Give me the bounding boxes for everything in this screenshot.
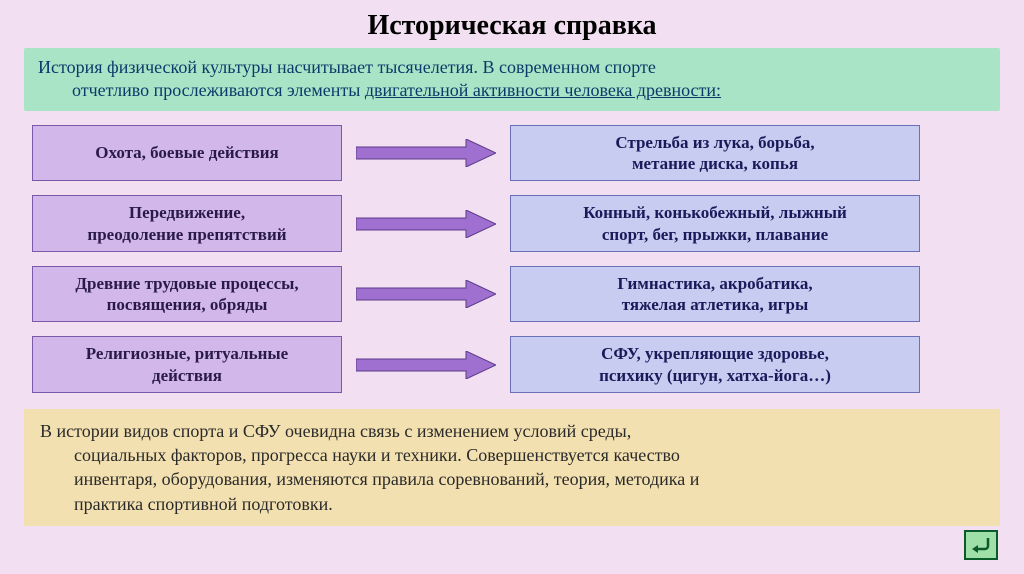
left-l1: Религиозные, ритуальные <box>41 343 333 364</box>
page-title: Историческая справка <box>24 10 1000 42</box>
right-box-gymnastics: Гимнастика, акробатика, тяжелая атлетика… <box>510 266 920 323</box>
pair-row: Передвижение, преодоление препятствий Ко… <box>24 195 1000 252</box>
left-l2: посвящения, обряды <box>41 294 333 315</box>
left-l2: преодоление препятствий <box>41 224 333 245</box>
intro-line2-underlined: двигательной активности человека древнос… <box>365 80 721 100</box>
arrow-icon <box>356 280 496 308</box>
left-box-labor: Древние трудовые процессы, посвящения, о… <box>32 266 342 323</box>
left-l1: Передвижение, <box>41 202 333 223</box>
footer-l3: инвентаря, оборудования, изменяются прав… <box>40 467 984 491</box>
right-l1: Гимнастика, акробатика, <box>519 273 911 294</box>
pair-row: Древние трудовые процессы, посвящения, о… <box>24 266 1000 323</box>
arrow-icon <box>356 139 496 167</box>
left-l1: Древние трудовые процессы, <box>41 273 333 294</box>
right-l2: спорт, бег, прыжки, плавание <box>519 224 911 245</box>
pair-row: Охота, боевые действия Стрельба из лука,… <box>24 125 1000 182</box>
arrow-icon <box>356 351 496 379</box>
footer-box: В истории видов спорта и СФУ очевидна св… <box>24 409 1000 526</box>
right-l1: СФУ, укрепляющие здоровье, <box>519 343 911 364</box>
right-box-archery: Стрельба из лука, борьба, метание диска,… <box>510 125 920 182</box>
right-l1: Конный, конькобежный, лыжный <box>519 202 911 223</box>
left-l2: действия <box>41 365 333 386</box>
intro-line2-prefix: отчетливо прослеживаются элементы <box>72 80 365 100</box>
return-icon <box>970 536 992 554</box>
intro-line2: отчетливо прослеживаются элементы двигат… <box>38 79 986 102</box>
left-box-movement: Передвижение, преодоление препятствий <box>32 195 342 252</box>
left-box-religious: Религиозные, ритуальные действия <box>32 336 342 393</box>
right-box-equestrian: Конный, конькобежный, лыжный спорт, бег,… <box>510 195 920 252</box>
pairs-container: Охота, боевые действия Стрельба из лука,… <box>24 125 1000 393</box>
footer-l4: практика спортивной подготовки. <box>40 492 984 516</box>
intro-line1: История физической культуры насчитывает … <box>38 56 986 79</box>
slide: Историческая справка История физической … <box>0 0 1024 574</box>
intro-box: История физической культуры насчитывает … <box>24 48 1000 111</box>
right-l2: метание диска, копья <box>519 153 911 174</box>
left-box-hunting: Охота, боевые действия <box>32 125 342 181</box>
right-l2: психику (цигун, хатха-йога…) <box>519 365 911 386</box>
footer-l1: В истории видов спорта и СФУ очевидна св… <box>40 419 984 443</box>
arrow-icon <box>356 210 496 238</box>
footer-l2: социальных факторов, прогресса науки и т… <box>40 443 984 467</box>
right-l2: тяжелая атлетика, игры <box>519 294 911 315</box>
pair-row: Религиозные, ритуальные действия СФУ, ук… <box>24 336 1000 393</box>
return-button[interactable] <box>964 530 998 560</box>
right-l1: Стрельба из лука, борьба, <box>519 132 911 153</box>
right-box-sfu: СФУ, укрепляющие здоровье, психику (цигу… <box>510 336 920 393</box>
left-text: Охота, боевые действия <box>41 142 333 163</box>
